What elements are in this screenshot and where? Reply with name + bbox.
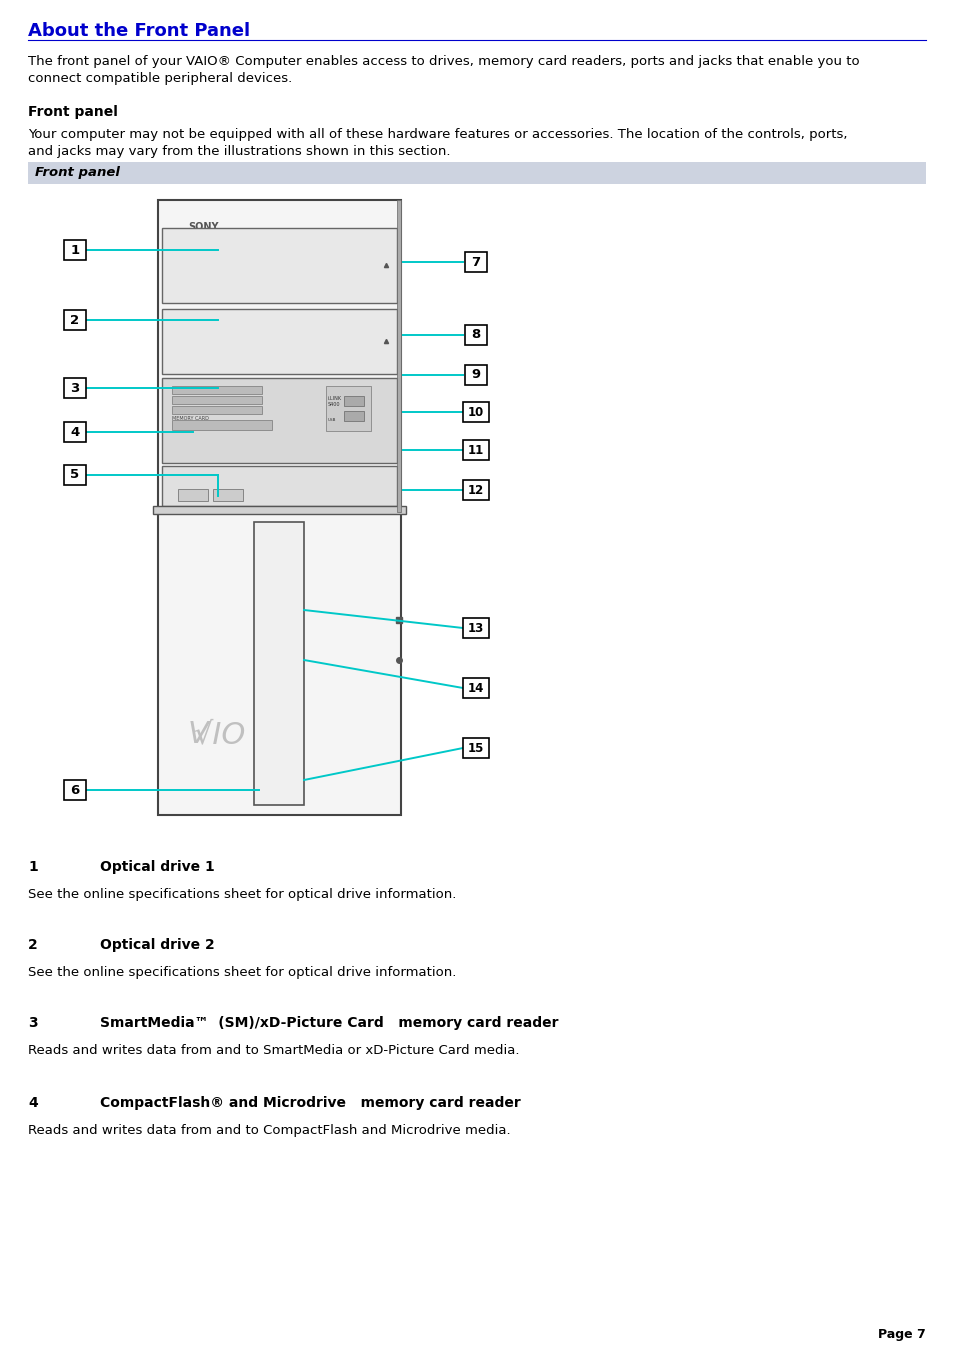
Text: USB: USB <box>328 417 336 422</box>
Text: 5: 5 <box>71 469 79 481</box>
Text: 6: 6 <box>71 784 79 797</box>
Bar <box>344 411 364 422</box>
Bar <box>462 678 489 698</box>
Text: 2: 2 <box>71 313 79 327</box>
Text: Front panel: Front panel <box>35 166 120 178</box>
Text: CompactFlash® and Microdrive   memory card reader: CompactFlash® and Microdrive memory card… <box>100 1096 520 1111</box>
Text: See the online specifications sheet for optical drive information.: See the online specifications sheet for … <box>28 966 456 979</box>
Text: About the Front Panel: About the Front Panel <box>28 22 250 41</box>
Text: 3: 3 <box>71 381 79 394</box>
Text: 14: 14 <box>467 681 484 694</box>
Text: Front panel: Front panel <box>28 105 118 119</box>
Bar <box>64 422 86 442</box>
Text: 4: 4 <box>71 426 79 439</box>
Bar <box>462 480 489 500</box>
Bar <box>162 228 396 303</box>
Text: connect compatible peripheral devices.: connect compatible peripheral devices. <box>28 72 292 85</box>
Bar <box>462 738 489 758</box>
Bar <box>162 378 396 463</box>
Text: Reads and writes data from and to SmartMedia or xD-Picture Card media.: Reads and writes data from and to SmartM… <box>28 1044 519 1056</box>
Bar <box>344 396 364 407</box>
Bar <box>172 407 262 413</box>
Bar <box>462 403 489 422</box>
Text: The front panel of your VAIO® Computer enables access to drives, memory card rea: The front panel of your VAIO® Computer e… <box>28 55 859 68</box>
Text: V: V <box>188 720 209 748</box>
Text: 15: 15 <box>467 742 484 754</box>
Bar <box>64 780 86 800</box>
Bar <box>158 200 400 815</box>
Text: 13: 13 <box>467 621 483 635</box>
Bar <box>396 200 400 512</box>
Text: i.LINK
S400: i.LINK S400 <box>328 396 342 407</box>
Text: See the online specifications sheet for optical drive information.: See the online specifications sheet for … <box>28 888 456 901</box>
Text: 11: 11 <box>467 443 483 457</box>
Bar <box>172 420 272 430</box>
Bar <box>464 365 486 385</box>
Text: 1: 1 <box>71 243 79 257</box>
Bar <box>152 507 406 513</box>
Bar <box>64 378 86 399</box>
Bar <box>213 489 243 501</box>
Text: 3: 3 <box>28 1016 37 1029</box>
Text: 4: 4 <box>28 1096 38 1111</box>
Text: √IO: √IO <box>193 720 245 748</box>
Text: Reads and writes data from and to CompactFlash and Microdrive media.: Reads and writes data from and to Compac… <box>28 1124 510 1138</box>
Bar <box>162 309 396 374</box>
Text: Page 7: Page 7 <box>878 1328 925 1342</box>
Bar <box>64 465 86 485</box>
Bar <box>326 386 371 431</box>
Bar <box>162 466 396 507</box>
Bar <box>64 309 86 330</box>
Bar <box>172 386 262 394</box>
Text: 8: 8 <box>471 328 480 342</box>
Bar <box>462 440 489 459</box>
Text: and jacks may vary from the illustrations shown in this section.: and jacks may vary from the illustration… <box>28 145 450 158</box>
Bar <box>462 617 489 638</box>
Text: 12: 12 <box>467 484 483 497</box>
Text: SONY: SONY <box>188 222 218 232</box>
Bar <box>172 396 262 404</box>
Bar <box>464 253 486 272</box>
Bar <box>178 489 208 501</box>
Bar <box>464 326 486 345</box>
Text: Your computer may not be equipped with all of these hardware features or accesso: Your computer may not be equipped with a… <box>28 128 846 141</box>
Text: 9: 9 <box>471 369 480 381</box>
Bar <box>64 240 86 259</box>
Text: 10: 10 <box>467 405 483 419</box>
Text: Optical drive 2: Optical drive 2 <box>100 938 214 952</box>
Text: SmartMedia™  (SM)/xD-Picture Card   memory card reader: SmartMedia™ (SM)/xD-Picture Card memory … <box>100 1016 558 1029</box>
Text: Optical drive 1: Optical drive 1 <box>100 861 214 874</box>
Bar <box>253 521 304 805</box>
Text: 2: 2 <box>28 938 38 952</box>
Text: MEMORY CARD: MEMORY CARD <box>172 416 209 422</box>
Bar <box>28 162 925 184</box>
Text: 1: 1 <box>28 861 38 874</box>
Text: 7: 7 <box>471 255 480 269</box>
